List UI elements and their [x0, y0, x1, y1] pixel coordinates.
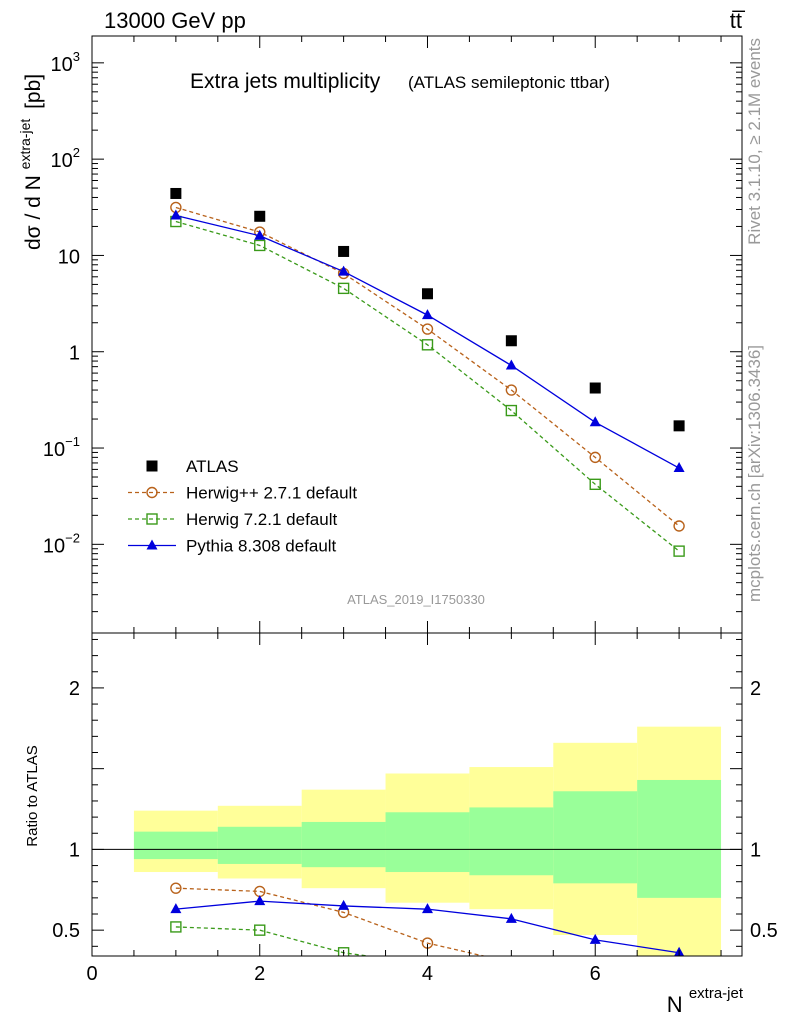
ratio-ytick-label-right-1: 1: [750, 839, 761, 861]
main-point-2-2: [337, 282, 350, 295]
ratio-ytick-label-left-1: 1: [69, 839, 80, 861]
main-point-1-4: [505, 384, 518, 396]
main-point-1-3: [421, 323, 434, 335]
main-ytick-label-5: 10−2: [43, 530, 80, 557]
ratio-plot-panel: Ratio to ATLAS N extra-jet 0.5 0.5 1 1 2 2 0 2 4…: [24, 632, 778, 1017]
main-point-0-0: [170, 187, 182, 199]
mcplots-label: mcplots.cern.ch [arXiv:1306.3436]: [745, 345, 764, 602]
main-point-2-3: [421, 339, 434, 351]
ratio-point-2-5: [589, 933, 601, 944]
legend-marker-2: [146, 513, 158, 525]
main-point-0-2: [338, 245, 350, 257]
legend-marker-3: [146, 539, 158, 550]
legend-label-0: ATLAS: [186, 457, 239, 476]
main-point-3-0: [170, 209, 182, 220]
ratio-series-line-0: [175, 887, 487, 956]
plot-subtitle: (ATLAS semileptonic ttbar): [408, 73, 610, 92]
main-point-3-5: [589, 416, 601, 427]
main-plot-panel: Extra jets multiplicity (ATLAS semilepto…: [12, 35, 743, 634]
ratio-data-layer: [92, 726, 742, 967]
band-stat-4: [469, 807, 554, 876]
ratio-point-2-4: [505, 912, 517, 923]
band-stat-2: [301, 821, 386, 868]
main-point-0-6: [673, 420, 685, 432]
main-point-3-3: [421, 309, 433, 320]
x-axis-label-sup: extra-jet: [689, 985, 744, 1002]
main-point-0-3: [421, 288, 433, 300]
ratio-point-0-0: [170, 882, 182, 894]
main-ytick-label-2: 10: [58, 246, 80, 268]
ratio-ytick-label-right-2: 2: [750, 678, 761, 700]
legend: ATLAS Herwig++ 2.7.1 default Herwig 7.2.1 …: [128, 457, 357, 556]
xtick-label-0: 0: [86, 963, 97, 985]
main-data-layer: [170, 187, 685, 557]
y-axis-label: dσ / d N extra-jet [pb]: [12, 74, 45, 250]
rivet-label: Rivet 3.1.10, ≥ 2.1M events: [745, 38, 764, 245]
band-stat-5: [553, 791, 638, 884]
legend-marker-1: [146, 486, 158, 499]
main-point-2-5: [589, 478, 601, 491]
ratio-point-1-2: [337, 947, 350, 956]
xtick-label-1: 2: [254, 963, 265, 985]
main-point-0-1: [254, 210, 266, 222]
main-ytick-label-0: 103: [51, 49, 80, 76]
main-point-2-1: [254, 239, 266, 252]
xtick-label-3: 6: [590, 963, 601, 985]
ratio-point-2-3: [421, 903, 433, 914]
main-ytick-label-4: 10−1: [43, 434, 80, 461]
legend-label-1: Herwig++ 2.7.1 default: [186, 484, 357, 503]
ratio-point-2-1: [254, 895, 266, 906]
ratio-frame: [91, 632, 743, 957]
ratio-ytick-label-left-0: 0.5: [52, 920, 80, 942]
main-point-2-4: [505, 404, 518, 417]
energy-label: 13000 GeV pp: [104, 8, 246, 33]
watermark: ATLAS_2019_I1750330: [347, 592, 485, 607]
main-point-1-5: [589, 451, 601, 464]
main-series-line-2: [175, 220, 680, 552]
main-point-3-4: [505, 359, 517, 370]
main-point-2-6: [673, 545, 685, 557]
band-stat-1: [217, 826, 302, 864]
main-point-1-6: [673, 520, 685, 532]
legend-label-3: Pythia 8.308 default: [186, 537, 337, 556]
ratio-point-0-4: [506, 957, 516, 967]
band-stat-6: [637, 779, 722, 898]
xtick-label-2: 4: [422, 963, 433, 985]
main-series-line-3: [175, 214, 680, 469]
ratio-point-1-0: [170, 921, 182, 933]
ratio-point-2-0: [170, 903, 182, 914]
process-label: tt̅: [730, 8, 746, 33]
main-point-0-5: [589, 382, 601, 394]
ratio-ytick-label-right-0: 0.5: [750, 920, 778, 942]
ratio-point-2-2: [338, 899, 350, 910]
x-axis-label-main: N: [667, 992, 683, 1017]
legend-label-2: Herwig 7.2.1 default: [186, 510, 337, 529]
main-point-3-1: [254, 229, 266, 240]
y-axis-label-sup: extra-jet: [17, 119, 33, 170]
svg-text:dσ / d N extra-jet: dσ / d N extra-jet [pb]: [12, 74, 45, 250]
ratio-ytick-label-left-2: 2: [69, 678, 80, 700]
main-ytick-label-3: 1: [69, 343, 80, 365]
band-stat-0: [133, 831, 218, 860]
main-point-3-2: [338, 265, 350, 276]
y-axis-label-unit: [pb]: [22, 74, 45, 109]
main-series-line-1: [175, 206, 680, 527]
band-stat-3: [385, 812, 470, 873]
x-axis-label: N extra-jet: [667, 985, 744, 1017]
ratio-point-1-1: [254, 924, 266, 936]
legend-marker-0: [146, 460, 158, 472]
main-ytick-label-1: 102: [51, 145, 80, 172]
y-axis-label-main: dσ / d N: [22, 175, 45, 250]
plot-title: Extra jets multiplicity: [190, 70, 381, 93]
main-point-3-6: [673, 462, 685, 473]
main-point-0-4: [505, 335, 517, 347]
ratio-y-axis-label: Ratio to ATLAS: [24, 745, 41, 846]
